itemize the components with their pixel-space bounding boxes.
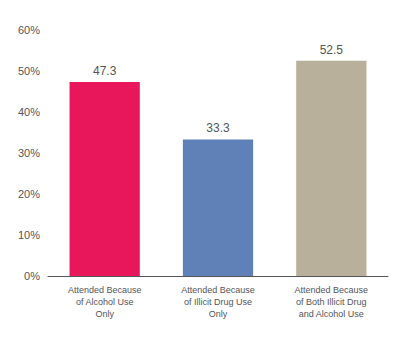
svg-text:52.5: 52.5 — [320, 43, 344, 57]
svg-text:0%: 0% — [24, 270, 40, 282]
svg-text:Only: Only — [209, 309, 228, 319]
svg-text:60%: 60% — [18, 24, 40, 36]
svg-text:10%: 10% — [18, 229, 40, 241]
svg-text:20%: 20% — [18, 188, 40, 200]
svg-text:of Both Illicit Drug: of Both Illicit Drug — [296, 297, 367, 307]
svg-text:and Alcohol Use: and Alcohol Use — [299, 309, 364, 319]
svg-text:Attended Because: Attended Because — [68, 285, 142, 295]
svg-text:40%: 40% — [18, 106, 40, 118]
svg-text:30%: 30% — [18, 147, 40, 159]
svg-text:of Alcohol Use: of Alcohol Use — [76, 297, 134, 307]
svg-text:50%: 50% — [18, 65, 40, 77]
svg-text:47.3: 47.3 — [93, 64, 117, 78]
svg-text:of Illicit Drug Use: of Illicit Drug Use — [184, 297, 252, 307]
svg-text:Attended Because: Attended Because — [181, 285, 255, 295]
svg-text:Attended Because: Attended Because — [295, 285, 369, 295]
svg-text:Only: Only — [95, 309, 114, 319]
svg-text:33.3: 33.3 — [206, 121, 230, 135]
